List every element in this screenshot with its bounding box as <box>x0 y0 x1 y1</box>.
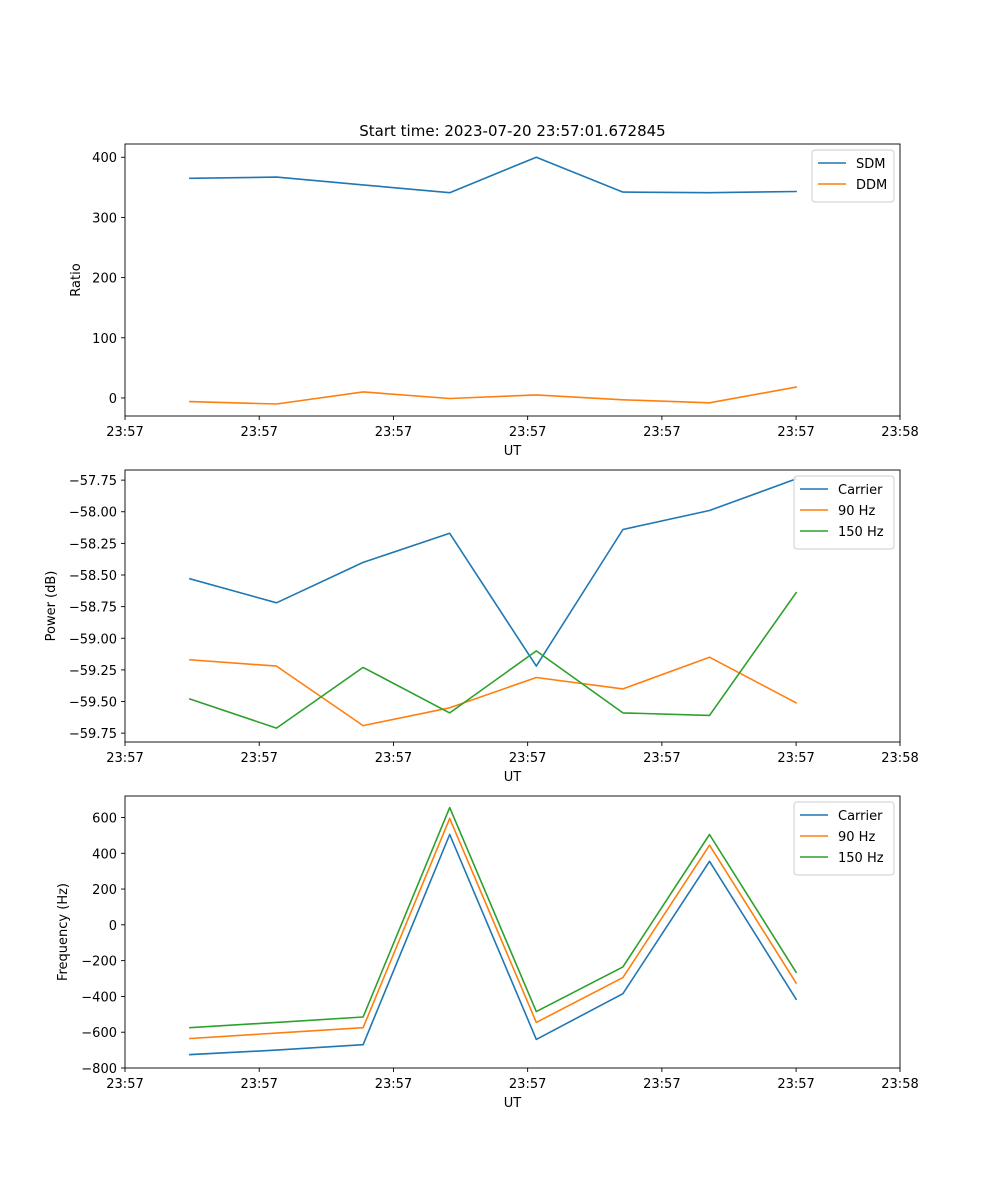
y-tick-label: −400 <box>81 990 117 1005</box>
legend-label: DDM <box>856 178 887 193</box>
series-line-carrier <box>189 833 798 1056</box>
y-tick-label: −58.50 <box>69 569 117 584</box>
y-tick-label: −800 <box>81 1062 117 1077</box>
x-tick-label: 23:58 <box>881 1077 918 1092</box>
x-tick-label: 23:57 <box>509 751 546 766</box>
y-tick-label: −600 <box>81 1026 117 1041</box>
y-tick-label: −59.25 <box>69 664 117 679</box>
legend-label: SDM <box>856 157 885 172</box>
x-tick-label: 23:57 <box>509 1077 546 1092</box>
chart-title: Start time: 2023-07-20 23:57:01.672845 <box>359 122 665 140</box>
y-tick-label: −58.25 <box>69 537 117 552</box>
x-axis-label: UT <box>504 444 522 459</box>
series-line-carrier <box>188 477 798 667</box>
y-tick-label: −59.75 <box>69 727 117 742</box>
series-line-150-hz <box>189 806 798 1029</box>
axes-frame <box>124 469 901 743</box>
chart-panel-3: 23:57 23:57 23:57 23:57 23:57 23:57 23:58 UT 600… <box>56 795 919 1111</box>
legend: Carrier 90 Hz 150 Hz <box>793 475 895 550</box>
legend: Carrier 90 Hz 150 Hz <box>793 801 895 876</box>
y-tick-label: −58.00 <box>69 506 117 521</box>
x-tick-label: 23:57 <box>106 751 143 766</box>
x-tick-label: 23:58 <box>881 425 918 440</box>
x-tick-label: 23:57 <box>240 1077 277 1092</box>
y-tick-label: −200 <box>81 955 117 970</box>
y-axis-label: Power (dB) <box>44 571 59 642</box>
legend-label: 90 Hz <box>838 830 875 845</box>
x-tick-label: 23:57 <box>375 751 412 766</box>
y-tick-label: −57.75 <box>69 474 117 489</box>
x-tick-label: 23:57 <box>643 425 680 440</box>
axes-frame <box>124 143 901 417</box>
y-tick-label: 0 <box>109 919 117 934</box>
y-tick-label: −58.75 <box>69 601 117 616</box>
x-tick-label: 23:57 <box>375 425 412 440</box>
x-tick-label: 23:57 <box>106 425 143 440</box>
y-tick-label: 400 <box>92 151 117 166</box>
x-tick-label: 23:57 <box>777 425 814 440</box>
series-line-150-hz <box>188 591 798 729</box>
legend-label: 150 Hz <box>838 525 884 540</box>
y-tick-label: −59.50 <box>69 696 117 711</box>
series-line-90-hz <box>189 656 798 727</box>
y-tick-label: 300 <box>92 211 117 226</box>
x-tick-label: 23:57 <box>777 1077 814 1092</box>
legend-label: Carrier <box>838 809 883 824</box>
y-axis-label: Frequency (Hz) <box>56 883 71 981</box>
y-tick-label: 200 <box>92 883 117 898</box>
x-tick-label: 23:57 <box>643 1077 680 1092</box>
series-line-sdm <box>189 156 797 194</box>
chart-panel-1: Start time: 2023-07-20 23:57:01.672845 23… <box>69 122 919 459</box>
x-tick-label: 23:57 <box>375 1077 412 1092</box>
legend-label: Carrier <box>838 483 883 498</box>
x-tick-label: 23:57 <box>777 751 814 766</box>
series-line-90-hz <box>189 817 798 1040</box>
x-axis-label: UT <box>504 770 522 785</box>
legend: SDM DDM <box>811 149 895 203</box>
x-tick-label: 23:57 <box>106 1077 143 1092</box>
axes-frame <box>124 795 901 1069</box>
y-tick-label: −59.00 <box>69 632 117 647</box>
x-tick-label: 23:57 <box>509 425 546 440</box>
series-line-ddm <box>189 386 798 405</box>
y-tick-label: 400 <box>92 847 117 862</box>
x-tick-label: 23:57 <box>240 425 277 440</box>
x-tick-label: 23:57 <box>643 751 680 766</box>
y-tick-label: 0 <box>109 392 117 407</box>
legend-label: 90 Hz <box>838 504 875 519</box>
chart-panel-2: 23:57 23:57 23:57 23:57 23:57 23:57 23:58 UT −57… <box>44 469 919 785</box>
x-tick-label: 23:58 <box>881 751 918 766</box>
y-tick-label: 100 <box>92 332 117 347</box>
x-tick-label: 23:57 <box>240 751 277 766</box>
y-tick-label: 600 <box>92 811 117 826</box>
y-tick-label: 200 <box>92 272 117 287</box>
y-axis-label: Ratio <box>69 263 84 296</box>
x-axis-label: UT <box>504 1096 522 1111</box>
legend-label: 150 Hz <box>838 851 884 866</box>
